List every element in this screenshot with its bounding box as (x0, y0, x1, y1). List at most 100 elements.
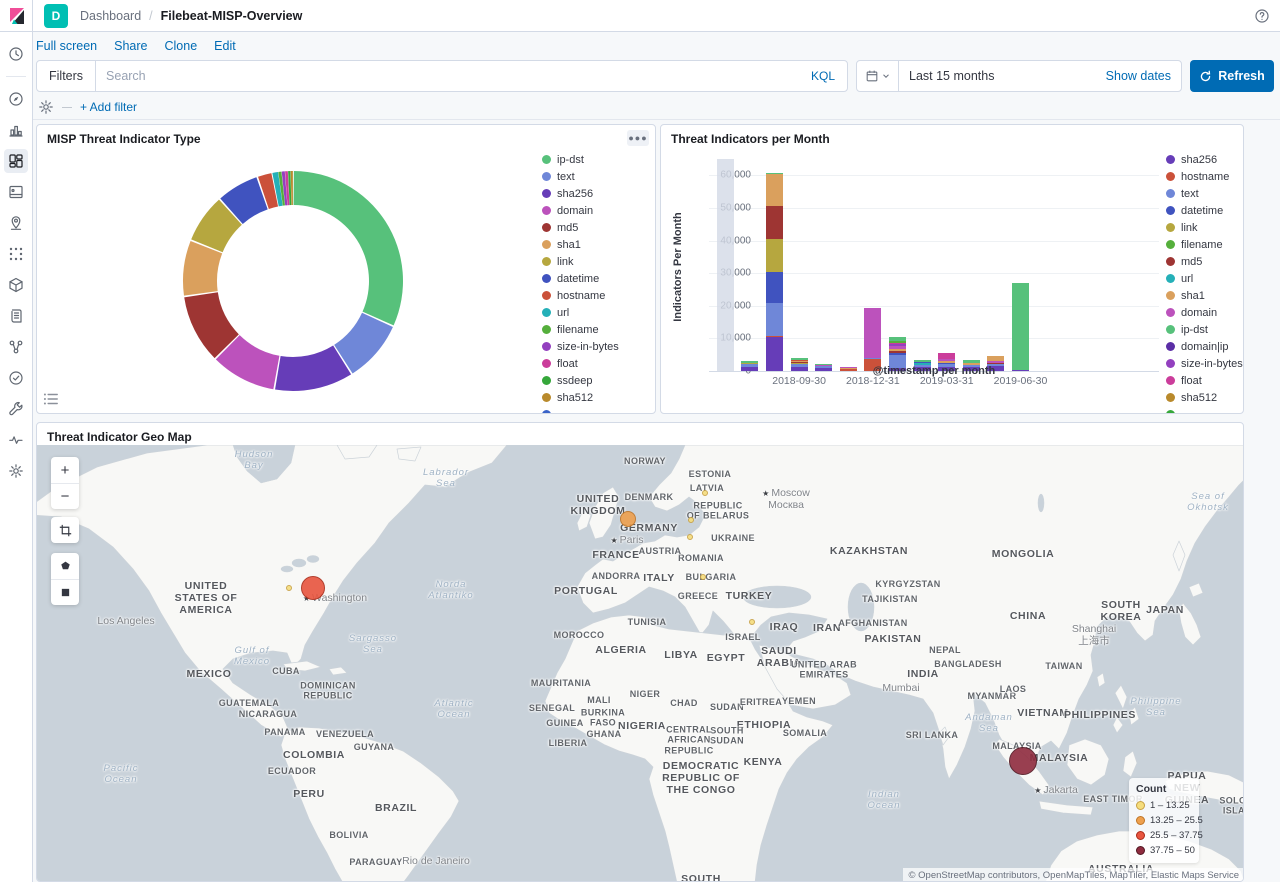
sidebar-item-machine-learning[interactable] (4, 242, 28, 266)
threat-indicator-circle[interactable] (1009, 747, 1037, 775)
legend-item[interactable]: link (1166, 219, 1244, 236)
kql-button[interactable]: KQL (799, 69, 847, 83)
maps-icon (8, 215, 24, 231)
toolbar-link-share[interactable]: Share (114, 39, 147, 53)
legend-item[interactable]: sha1 (1166, 287, 1244, 304)
legend-dot (1166, 325, 1175, 334)
legend-item[interactable]: ssdeep (542, 372, 654, 389)
legend-item[interactable]: ip-dst (1166, 321, 1244, 338)
sidebar-item-dev-tools[interactable] (4, 397, 28, 421)
legend-label: sha256 (1181, 154, 1217, 166)
draw-polygon-button[interactable] (51, 553, 79, 579)
bar-chart-plot[interactable]: 010,00020,00030,00040,00050,00060,000201… (709, 159, 1159, 371)
legend-item[interactable]: text (1166, 185, 1244, 202)
sidebar-item-infrastructure[interactable] (4, 273, 28, 297)
legend-toggle-icon[interactable] (42, 390, 60, 408)
legend-item[interactable]: url (542, 304, 654, 321)
legend-item[interactable]: domain|ip (1166, 338, 1244, 355)
toolbar-link-full-screen[interactable]: Full screen (36, 39, 97, 53)
legend-item[interactable]: size-in-bytes (1166, 355, 1244, 372)
geo-map[interactable]: + − Count 1 – 13. (37, 445, 1244, 882)
search-input[interactable]: Filters Search KQL (36, 60, 848, 92)
legend-item[interactable]: sha1 (542, 236, 654, 253)
legend-item-clipped[interactable] (1166, 406, 1244, 413)
sidebar-item-dashboard[interactable] (4, 149, 28, 173)
legend-item[interactable]: link (542, 253, 654, 270)
threat-indicator-circle[interactable] (688, 517, 694, 523)
filter-settings-gear-icon[interactable] (38, 99, 54, 115)
legend-item[interactable]: sha512 (1166, 389, 1244, 406)
legend-item[interactable]: datetime (1166, 202, 1244, 219)
breadcrumb-dashboard[interactable]: Dashboard (80, 9, 141, 23)
sidebar-item-uptime[interactable] (4, 366, 28, 390)
legend-item[interactable]: sha512 (542, 389, 654, 406)
show-dates-button[interactable]: Show dates (1096, 69, 1181, 83)
sidebar-item-management[interactable] (4, 459, 28, 483)
legend-item[interactable]: ip-dst (542, 151, 654, 168)
legend-item[interactable]: hostname (1166, 168, 1244, 185)
legend-item[interactable]: url (1166, 270, 1244, 287)
legend-item[interactable]: sha256 (542, 185, 654, 202)
legend-item[interactable]: md5 (1166, 253, 1244, 270)
legend-dot (542, 274, 551, 283)
legend-item[interactable]: sha256 (1166, 151, 1244, 168)
sidebar-item-canvas[interactable] (4, 180, 28, 204)
legend-item[interactable]: float (542, 355, 654, 372)
calendar-button[interactable] (857, 61, 899, 91)
toolbar-link-edit[interactable]: Edit (214, 39, 236, 53)
threat-indicator-circle[interactable] (749, 619, 755, 625)
filters-button[interactable]: Filters (37, 61, 96, 91)
threat-indicator-circle[interactable] (702, 490, 708, 496)
draw-rectangle-button[interactable] (51, 579, 79, 605)
toolbar-link-clone[interactable]: Clone (165, 39, 198, 53)
fit-bounds-button[interactable] (51, 517, 79, 543)
legend-dot (1166, 342, 1175, 351)
refresh-button[interactable]: Refresh (1190, 60, 1274, 92)
legend-label: link (1181, 222, 1198, 234)
bar-month[interactable] (864, 308, 881, 371)
legend-item[interactable]: domain (1166, 304, 1244, 321)
logs-icon (8, 308, 24, 324)
panel-title: Threat Indicator Geo Map (47, 430, 192, 444)
donut-slice-ip-dst[interactable] (294, 171, 403, 325)
sidebar-item-logs[interactable] (4, 304, 28, 328)
threat-indicator-circle[interactable] (687, 534, 693, 540)
bar-partial-bucket[interactable] (717, 159, 734, 371)
bar-month[interactable] (1012, 283, 1029, 371)
threat-indicator-circle[interactable] (286, 585, 292, 591)
zoom-out-button[interactable]: − (51, 483, 79, 509)
legend-item[interactable]: datetime (542, 270, 654, 287)
panel-options-icon[interactable]: ●●● (627, 130, 649, 146)
dashboard-badge[interactable]: D (44, 4, 68, 28)
search-placeholder[interactable]: Search (96, 69, 799, 83)
legend-item[interactable]: size-in-bytes (542, 338, 654, 355)
legend-item[interactable]: float (1166, 372, 1244, 389)
sidebar-item-stack-monitoring[interactable] (4, 428, 28, 452)
help-icon[interactable] (1254, 8, 1270, 24)
legend-item[interactable]: text (542, 168, 654, 185)
legend-item-clipped[interactable] (542, 406, 654, 413)
threat-indicator-circle[interactable] (301, 576, 325, 600)
legend-dot (1166, 240, 1175, 249)
sidebar-item-maps[interactable] (4, 211, 28, 235)
threat-indicator-circle[interactable] (620, 511, 636, 527)
legend-item[interactable]: filename (1166, 236, 1244, 253)
legend-item[interactable]: hostname (542, 287, 654, 304)
bar-month[interactable] (766, 173, 783, 371)
chevron-down-icon (881, 71, 891, 81)
panel-title: Threat Indicators per Month (671, 132, 830, 146)
kibana-logo[interactable] (9, 8, 25, 24)
sidebar-item-recently-viewed[interactable] (4, 42, 28, 66)
zoom-in-button[interactable]: + (51, 457, 79, 483)
threat-indicator-circle[interactable] (700, 574, 706, 580)
legend-item[interactable]: domain (542, 202, 654, 219)
legend-item[interactable]: md5 (542, 219, 654, 236)
date-picker[interactable]: Last 15 months Show dates (856, 60, 1182, 92)
sidebar-item-discover[interactable] (4, 87, 28, 111)
sidebar-item-apm[interactable] (4, 335, 28, 359)
sidebar-item-visualize[interactable] (4, 118, 28, 142)
donut-chart[interactable] (57, 143, 537, 411)
add-filter-button[interactable]: + Add filter (80, 100, 137, 114)
time-range-value[interactable]: Last 15 months (899, 69, 1096, 83)
legend-item[interactable]: filename (542, 321, 654, 338)
